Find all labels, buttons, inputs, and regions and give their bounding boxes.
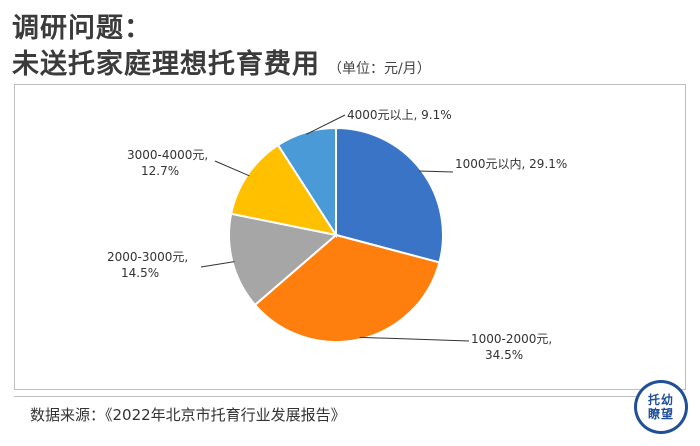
pie-slice-5 bbox=[276, 126, 337, 239]
unit-note: （单位：元/月） bbox=[328, 61, 431, 77]
pie-slices bbox=[228, 126, 444, 343]
logo-text-bottom: 瞭望 bbox=[647, 407, 674, 421]
heading-line1: 调研问题： bbox=[12, 13, 152, 44]
pie-chart: 1000元以内, 29.1% 1000-2000元, 34.5% 2000-3000元… bbox=[107, 108, 567, 362]
brand-logo: 托幼 瞭望 bbox=[634, 380, 688, 434]
leader-lines bbox=[200, 114, 470, 342]
heading-line2-text: 未送托家庭理想托育费用 bbox=[12, 49, 320, 80]
leader-line-3 bbox=[200, 261, 235, 268]
logo-text-top: 托幼 bbox=[647, 393, 674, 407]
leader-line-1 bbox=[419, 170, 454, 173]
slice-label-2: 1000-2000元, 34.5% bbox=[471, 332, 552, 362]
chart-heading: 未送托家庭理想托育费用 （单位：元/月） bbox=[12, 42, 431, 81]
leader-line-5 bbox=[306, 114, 346, 135]
leader-line-2 bbox=[359, 336, 470, 342]
slice-label-3: 2000-3000元, 14.5% bbox=[107, 250, 188, 280]
slice-labels: 1000元以内, 29.1% 1000-2000元, 34.5% 2000-3000元… bbox=[107, 108, 567, 362]
pie-slice-1 bbox=[335, 126, 444, 264]
chart-frame: 1000元以内, 29.1% 1000-2000元, 34.5% 2000-3000元… bbox=[14, 84, 686, 390]
slice-label-4: 3000-4000元, 12.7% bbox=[127, 148, 208, 178]
slice-label-5: 4000元以上, 9.1% bbox=[347, 108, 452, 122]
leader-line-4 bbox=[214, 160, 250, 177]
source-divider bbox=[14, 396, 686, 397]
source-text: 数据来源：《2022年北京市托育行业发展报告》 bbox=[30, 406, 346, 424]
slice-label-1: 1000元以内, 29.1% bbox=[455, 157, 567, 171]
pie-slice-2 bbox=[253, 233, 441, 343]
